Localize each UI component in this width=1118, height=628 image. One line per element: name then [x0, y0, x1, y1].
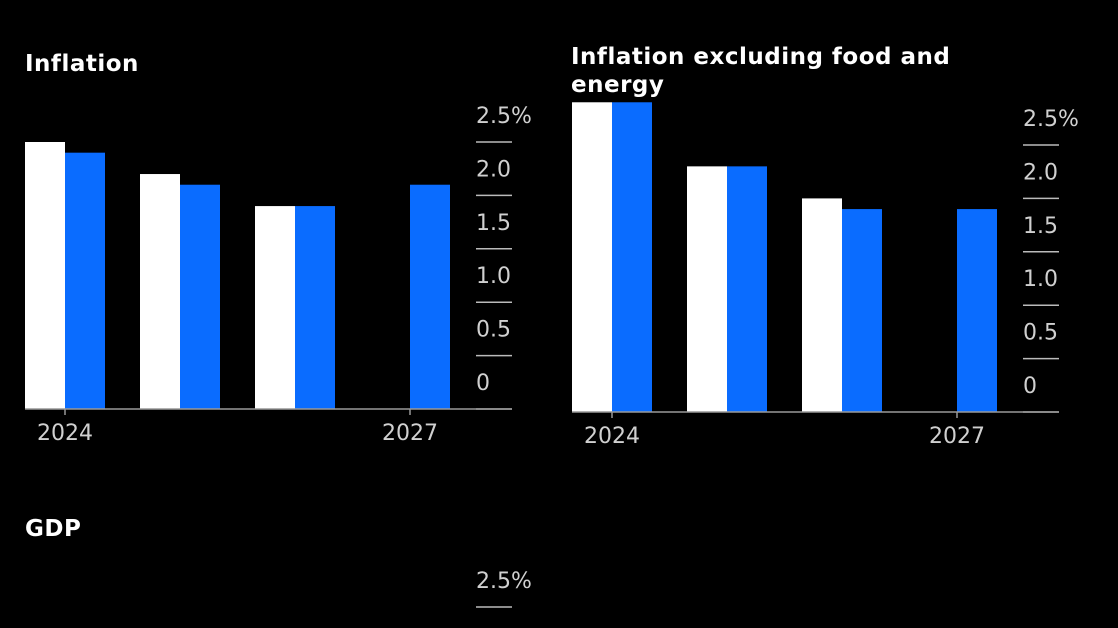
y-tick-label: 1.0 [476, 264, 511, 289]
bar [295, 206, 335, 409]
y-tick-label: 2.0 [1023, 160, 1058, 185]
chart-title: GDP [25, 516, 82, 542]
bar [572, 102, 612, 412]
bar [140, 174, 180, 409]
y-tick-label: 1.5 [476, 211, 511, 236]
bar [180, 184, 220, 409]
bar [802, 198, 842, 412]
y-tick-label: 0.5 [1023, 321, 1058, 346]
y-tick-label: 2.5% [1023, 107, 1079, 132]
bar [957, 209, 997, 412]
y-tick-label: 0.5 [476, 318, 511, 343]
y-tick-label: 2.0 [476, 157, 511, 182]
bar [255, 206, 295, 409]
bar [612, 102, 652, 412]
bar [410, 184, 450, 409]
bar [842, 209, 882, 412]
y-tick-label: 0 [1023, 374, 1037, 399]
x-tick-label: 2024 [584, 424, 640, 449]
x-tick-label: 2027 [382, 421, 438, 446]
y-tick-label: 2.5% [476, 569, 532, 594]
bar [687, 166, 727, 412]
y-tick-label: 2.5% [476, 104, 532, 129]
chart-title: Inflation excluding food and energy [571, 44, 951, 98]
chart-title: Inflation [25, 51, 139, 77]
x-tick-label: 2024 [37, 421, 93, 446]
x-tick-label: 2027 [929, 424, 985, 449]
bar [727, 166, 767, 412]
y-tick-label: 1.0 [1023, 267, 1058, 292]
y-tick-label: 0 [476, 371, 490, 396]
bar [25, 142, 65, 409]
y-tick-label: 1.5 [1023, 214, 1058, 239]
bar [65, 152, 105, 409]
